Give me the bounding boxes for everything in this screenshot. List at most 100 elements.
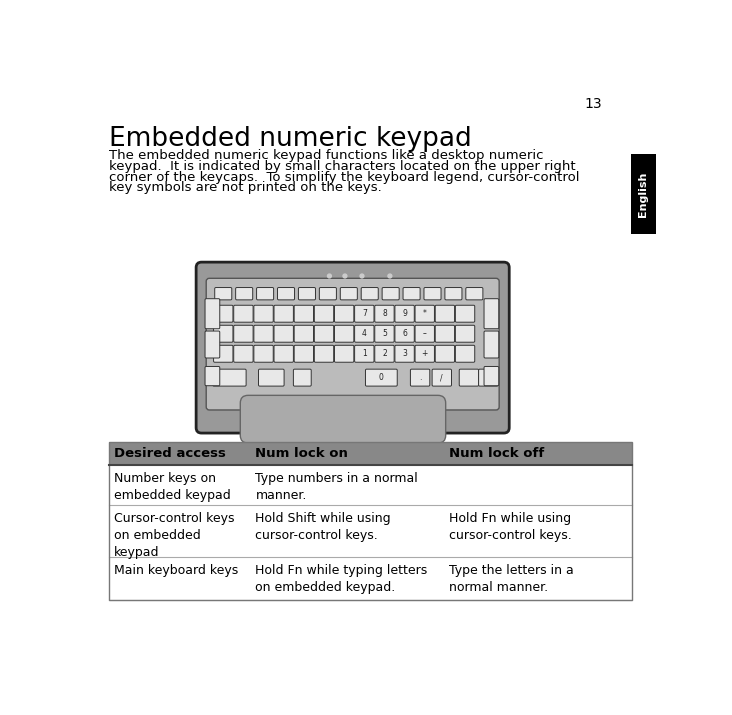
FancyBboxPatch shape (335, 325, 354, 342)
Text: *: * (423, 309, 427, 318)
FancyBboxPatch shape (294, 345, 313, 363)
Bar (631, 154, 656, 235)
FancyBboxPatch shape (415, 305, 434, 322)
FancyBboxPatch shape (214, 345, 233, 363)
Bar (108, 442, 632, 600)
Circle shape (388, 274, 392, 278)
FancyBboxPatch shape (234, 325, 253, 342)
FancyBboxPatch shape (254, 325, 273, 342)
FancyBboxPatch shape (234, 305, 253, 322)
Circle shape (343, 274, 347, 278)
Text: 7: 7 (362, 309, 367, 318)
FancyBboxPatch shape (254, 305, 273, 322)
FancyBboxPatch shape (274, 305, 294, 322)
Text: Hold Fn while using
cursor-control keys.: Hold Fn while using cursor-control keys. (449, 512, 572, 541)
FancyBboxPatch shape (335, 345, 354, 363)
FancyBboxPatch shape (211, 305, 233, 322)
Text: corner of the keycaps.  To simplify the keyboard legend, cursor-control: corner of the keycaps. To simplify the k… (108, 170, 579, 184)
FancyBboxPatch shape (445, 287, 462, 300)
Bar (108, 442, 632, 465)
FancyBboxPatch shape (277, 287, 294, 300)
Text: keypad.  It is indicated by small characters located on the upper right: keypad. It is indicated by small charact… (108, 159, 575, 173)
FancyBboxPatch shape (205, 367, 220, 385)
FancyBboxPatch shape (484, 299, 498, 329)
FancyBboxPatch shape (236, 287, 253, 300)
FancyBboxPatch shape (395, 325, 414, 342)
FancyBboxPatch shape (375, 305, 394, 322)
Text: 9: 9 (402, 309, 407, 318)
FancyBboxPatch shape (254, 345, 273, 363)
FancyBboxPatch shape (361, 287, 378, 300)
Text: /: / (441, 373, 443, 382)
FancyBboxPatch shape (455, 305, 475, 322)
Text: Type numbers in a normal
manner.: Type numbers in a normal manner. (255, 472, 418, 501)
FancyBboxPatch shape (375, 325, 394, 342)
FancyBboxPatch shape (354, 325, 374, 342)
Text: English: English (638, 172, 649, 217)
FancyBboxPatch shape (382, 287, 399, 300)
FancyBboxPatch shape (240, 395, 446, 443)
FancyBboxPatch shape (375, 345, 394, 363)
FancyBboxPatch shape (436, 305, 455, 322)
Text: 8: 8 (382, 309, 386, 318)
FancyBboxPatch shape (455, 345, 475, 363)
FancyBboxPatch shape (294, 325, 313, 342)
FancyBboxPatch shape (354, 305, 374, 322)
Text: .: . (419, 373, 422, 382)
FancyBboxPatch shape (206, 278, 499, 410)
FancyBboxPatch shape (459, 369, 479, 386)
Bar (108, 557, 632, 600)
Text: 4: 4 (362, 329, 367, 338)
FancyBboxPatch shape (455, 325, 475, 342)
Text: Hold Fn while typing letters
on embedded keypad.: Hold Fn while typing letters on embedded… (255, 564, 427, 594)
Text: key symbols are not printed on the keys.: key symbols are not printed on the keys. (108, 182, 381, 194)
Text: Num lock off: Num lock off (449, 447, 545, 460)
Text: 2: 2 (382, 349, 386, 358)
FancyBboxPatch shape (479, 369, 498, 386)
FancyBboxPatch shape (274, 325, 294, 342)
FancyBboxPatch shape (466, 287, 483, 300)
FancyBboxPatch shape (484, 331, 498, 358)
FancyBboxPatch shape (354, 345, 374, 363)
FancyBboxPatch shape (415, 325, 434, 342)
Bar (108, 505, 632, 557)
FancyBboxPatch shape (257, 287, 274, 300)
Text: 6: 6 (402, 329, 407, 338)
FancyBboxPatch shape (436, 325, 455, 342)
FancyBboxPatch shape (214, 287, 232, 300)
Text: Embedded numeric keypad: Embedded numeric keypad (108, 126, 471, 152)
FancyBboxPatch shape (335, 305, 354, 322)
Text: –: – (423, 329, 427, 338)
FancyBboxPatch shape (314, 305, 334, 322)
FancyBboxPatch shape (274, 345, 294, 363)
FancyBboxPatch shape (395, 345, 414, 363)
FancyBboxPatch shape (484, 367, 498, 385)
Text: 13: 13 (585, 97, 602, 111)
Text: Main keyboard keys: Main keyboard keys (114, 564, 238, 577)
FancyBboxPatch shape (314, 345, 334, 363)
FancyBboxPatch shape (205, 299, 220, 329)
Text: 3: 3 (402, 349, 407, 358)
FancyBboxPatch shape (395, 305, 414, 322)
Text: Cursor-control keys
on embedded
keypad: Cursor-control keys on embedded keypad (114, 512, 234, 558)
Text: +: + (422, 349, 428, 358)
FancyBboxPatch shape (403, 287, 420, 300)
FancyBboxPatch shape (214, 325, 233, 342)
Text: Hold Shift while using
cursor-control keys.: Hold Shift while using cursor-control ke… (255, 512, 391, 541)
Circle shape (327, 274, 332, 278)
FancyBboxPatch shape (196, 262, 509, 433)
FancyBboxPatch shape (294, 305, 313, 322)
FancyBboxPatch shape (314, 325, 334, 342)
FancyBboxPatch shape (411, 369, 430, 386)
FancyBboxPatch shape (432, 369, 452, 386)
Text: Num lock on: Num lock on (255, 447, 348, 460)
Text: The embedded numeric keypad functions like a desktop numeric: The embedded numeric keypad functions li… (108, 149, 543, 162)
FancyBboxPatch shape (234, 345, 253, 363)
FancyBboxPatch shape (436, 345, 455, 363)
FancyBboxPatch shape (319, 287, 337, 300)
Text: Number keys on
embedded keypad: Number keys on embedded keypad (114, 472, 231, 501)
FancyBboxPatch shape (299, 287, 315, 300)
FancyBboxPatch shape (415, 345, 434, 363)
Circle shape (360, 274, 364, 278)
FancyBboxPatch shape (294, 369, 311, 386)
